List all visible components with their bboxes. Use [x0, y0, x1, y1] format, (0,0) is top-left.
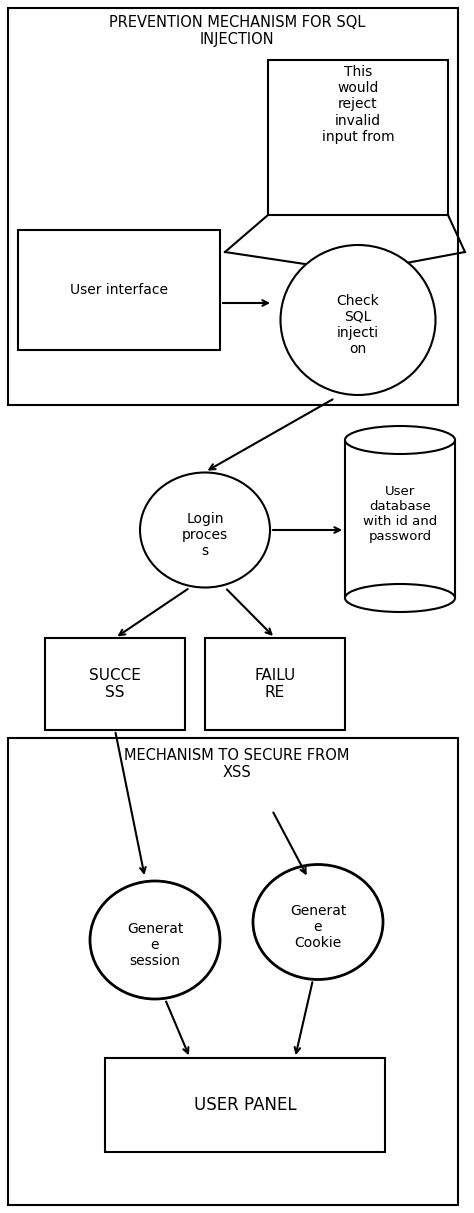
Bar [105, 1058, 385, 1152]
Ellipse shape [281, 245, 436, 395]
Bar [8, 8, 458, 405]
Text: This
would
reject
invalid
input from: This would reject invalid input from [322, 66, 394, 144]
Bar [45, 638, 185, 730]
Text: SUCCE
SS: SUCCE SS [89, 668, 141, 700]
Text: Generat
e
Cookie: Generat e Cookie [290, 904, 346, 950]
Bar [8, 738, 458, 1205]
Text: User interface: User interface [70, 283, 168, 297]
Ellipse shape [345, 426, 455, 454]
Ellipse shape [253, 865, 383, 980]
Text: USER PANEL: USER PANEL [194, 1097, 296, 1114]
Text: MECHANISM TO SECURE FROM
XSS: MECHANISM TO SECURE FROM XSS [124, 748, 350, 780]
Bar [18, 230, 220, 351]
Text: Generat
e
session: Generat e session [127, 922, 183, 968]
Ellipse shape [345, 583, 455, 613]
Text: User
database
with id and
password: User database with id and password [363, 485, 437, 543]
Text: FAILU
RE: FAILU RE [255, 668, 296, 700]
Text: PREVENTION MECHANISM FOR SQL
INJECTION: PREVENTION MECHANISM FOR SQL INJECTION [109, 15, 365, 47]
Bar [345, 440, 455, 598]
Text: Login
proces
s: Login proces s [182, 512, 228, 558]
Ellipse shape [140, 473, 270, 587]
Bar [268, 59, 448, 215]
Bar [205, 638, 345, 730]
Ellipse shape [90, 881, 220, 1000]
Text: Check
SQL
injecti
on: Check SQL injecti on [337, 294, 379, 357]
